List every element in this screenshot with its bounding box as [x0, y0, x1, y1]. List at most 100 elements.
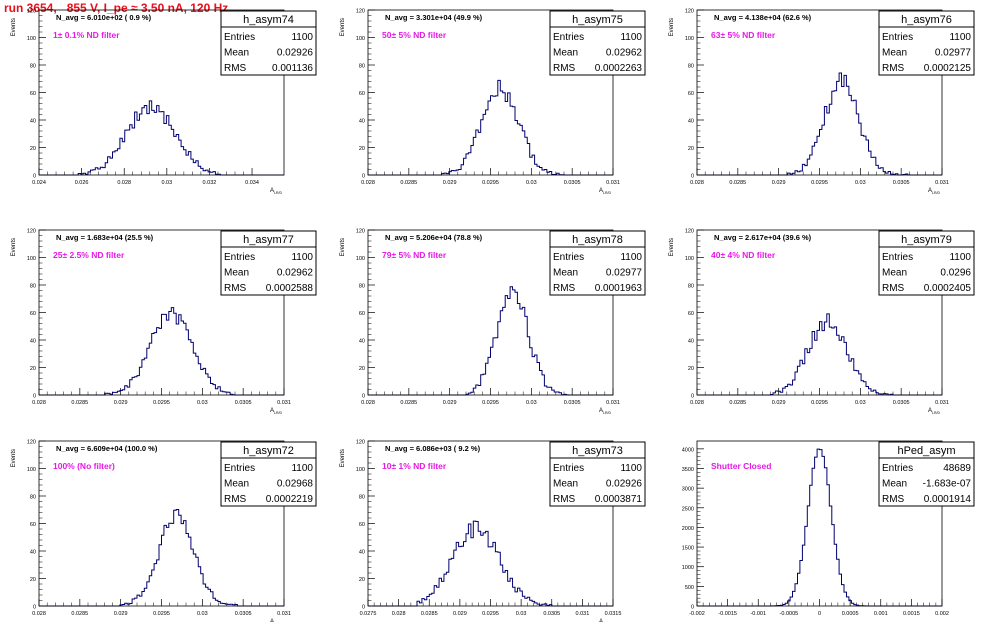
plot-frame — [696, 229, 943, 396]
stats-value: -1.683e-07 — [923, 479, 972, 490]
x-tick-label: 0.0285 — [729, 180, 746, 186]
y-tick-label: 120 — [356, 229, 365, 235]
x-tick-label: -0.002 — [689, 611, 705, 617]
plot-frame — [38, 9, 285, 176]
stats-value: 1100 — [620, 32, 642, 43]
x-tick-label: 0.0285 — [71, 400, 88, 406]
x-tick-label: 0.026 — [75, 180, 89, 186]
filter-label: 50± 5% ND filter — [382, 30, 447, 40]
stats-key: RMS — [882, 63, 905, 74]
y-tick-label: 40 — [359, 339, 365, 345]
y-tick-label: 20 — [688, 366, 694, 372]
y-tick-label: 120 — [356, 9, 365, 15]
stats-box — [878, 230, 975, 296]
stats-value: 1100 — [949, 252, 971, 263]
x-tick-label: 0.0305 — [235, 611, 252, 617]
filter-label: 79± 5% ND filter — [382, 250, 447, 260]
y-tick-label: 1500 — [682, 546, 694, 552]
plot-frame — [696, 440, 943, 607]
navg-label: N_avg = 5.206e+04 (78.8 %) — [385, 233, 483, 242]
x-tick-label: 0.031 — [277, 611, 291, 617]
histogram-panel: 0 20 40 60 80 100 120 0.028 0.0285 0.029 0.0295 0.0… — [11, 440, 317, 622]
stats-key: Mean — [882, 268, 907, 279]
x-tick-label: 0.0285 — [729, 400, 746, 406]
filter-label: 100% (No filter) — [53, 461, 115, 471]
filter-label: 25± 2.5% ND filter — [53, 250, 125, 260]
navg-label: N_avg = 2.617e+04 (39.6 %) — [714, 233, 812, 242]
y-tick-label: 120 — [685, 229, 694, 235]
stats-key: Mean — [224, 479, 249, 490]
stats-box — [220, 10, 317, 76]
stats-title: hPed_asym — [897, 445, 955, 457]
plot-frame — [38, 229, 285, 396]
stats-key: Entries — [224, 463, 255, 474]
y-tick-label: 0 — [33, 605, 36, 611]
x-tick-label: 0.028 — [361, 400, 375, 406]
stats-box — [549, 441, 646, 507]
x-tick-label: 0.029 — [443, 180, 457, 186]
stats-key: Mean — [224, 48, 249, 59]
histogram-series — [697, 72, 942, 176]
stats-box — [220, 230, 317, 296]
x-tick-label: 0.0305 — [564, 180, 581, 186]
stats-key: RMS — [553, 494, 576, 505]
histogram-panel: 0 20 40 60 80 100 120 0.0275 0.028 0.0285 0.029 0.0… — [340, 440, 646, 622]
x-tick-label: 0.028 — [690, 400, 704, 406]
navg-label: N_avg = 6.609e+04 (100.0 %) — [56, 444, 158, 453]
histogram-series — [368, 286, 613, 396]
y-tick-label: 80 — [30, 495, 36, 501]
filter-label: 1± 0.1% ND filter — [53, 30, 120, 40]
x-axis-label: A — [270, 408, 274, 414]
y-axis-label: Events — [669, 18, 675, 36]
y-tick-label: 60 — [30, 311, 36, 317]
stats-value: 0.0003871 — [595, 494, 643, 505]
x-tick-label: 0.031 — [575, 611, 589, 617]
x-tick-label: 0.001 — [874, 611, 888, 617]
x-tick-label: 0.0295 — [482, 400, 499, 406]
stats-title: h_asym73 — [572, 445, 623, 457]
y-tick-label: 100 — [685, 256, 694, 262]
x-axis-label: A — [599, 188, 603, 194]
x-tick-label: 0.031 — [935, 400, 949, 406]
y-tick-label: 120 — [27, 440, 36, 446]
y-tick-label: 0 — [691, 605, 694, 611]
x-tick-label: 0.0295 — [482, 611, 499, 617]
x-axis-label: A — [270, 188, 274, 194]
x-tick-label: 0.0285 — [400, 400, 417, 406]
x-axis-label: A — [270, 619, 274, 622]
stats-value: 0.0296 — [940, 268, 971, 279]
y-tick-label: 100 — [27, 36, 36, 42]
x-tick-label: 0.024 — [32, 180, 46, 186]
x-tick-label: 0.029 — [772, 400, 786, 406]
y-tick-label: 20 — [359, 146, 365, 152]
stats-value: 1100 — [291, 252, 313, 263]
y-tick-label: 0 — [33, 174, 36, 180]
x-tick-label: 0.029 — [114, 400, 128, 406]
y-tick-label: 60 — [30, 522, 36, 528]
stats-box — [220, 441, 317, 507]
stats-value: 0.0001963 — [595, 283, 643, 294]
stats-title: h_asym74 — [243, 14, 294, 26]
stats-title: h_asym72 — [243, 445, 294, 457]
stats-value: 1100 — [620, 463, 642, 474]
y-tick-label: 0 — [691, 394, 694, 400]
y-tick-label: 100 — [685, 36, 694, 42]
stats-title: h_asym79 — [901, 234, 952, 246]
y-axis-label: Events — [340, 238, 346, 256]
y-tick-label: 80 — [30, 64, 36, 70]
stats-title: h_asym78 — [572, 234, 623, 246]
x-axis-subscript: LR/D — [932, 191, 940, 195]
histogram-series — [697, 313, 942, 396]
x-tick-label: 0.03 — [526, 180, 537, 186]
histogram-series — [368, 520, 613, 607]
x-tick-label: 0.03 — [197, 400, 208, 406]
x-tick-label: 0.0295 — [153, 611, 170, 617]
plot-frame — [367, 440, 614, 607]
stats-key: Entries — [224, 32, 255, 43]
stats-key: RMS — [553, 283, 576, 294]
navg-label: N_avg = 1.683e+04 (25.5 %) — [56, 233, 154, 242]
stats-key: RMS — [224, 63, 247, 74]
x-tick-label: 0.029 — [453, 611, 467, 617]
y-tick-label: 0 — [33, 394, 36, 400]
y-tick-label: 40 — [30, 339, 36, 345]
